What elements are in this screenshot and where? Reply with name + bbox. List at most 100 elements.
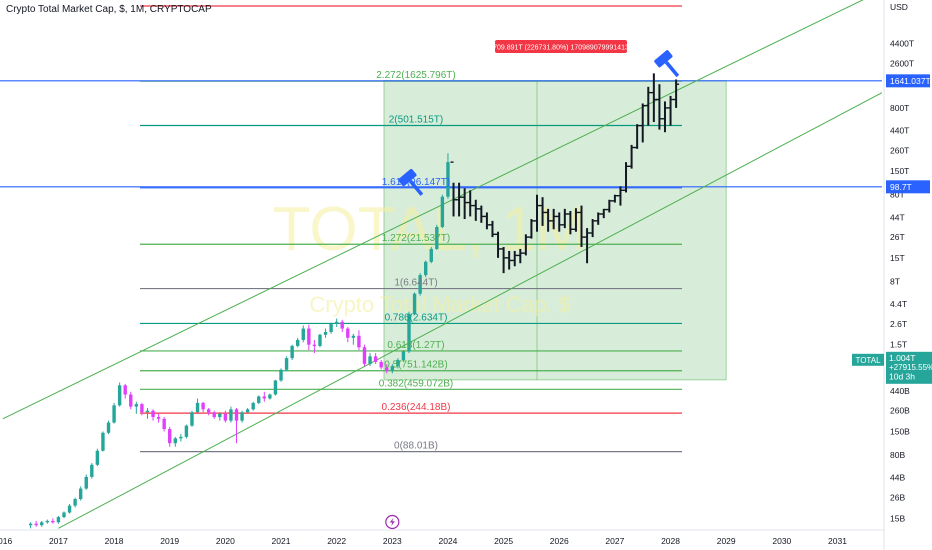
fib-label: 0.786(2.634T)	[385, 312, 448, 323]
hammer-icon	[398, 168, 424, 196]
x-tick-label: 2028	[661, 536, 680, 546]
fib-label: 1.272(21.537T)	[382, 233, 450, 244]
candle-body	[390, 366, 395, 371]
x-tick-label: 2031	[828, 536, 847, 546]
candle-body	[62, 512, 66, 518]
candle-body	[34, 523, 38, 526]
y-tick-label: 2.6T	[890, 319, 907, 329]
x-tick-label: 2019	[160, 536, 179, 546]
symbol-badge-label: TOTAL	[855, 356, 881, 365]
fib-label: 1.618(96.147T)	[382, 177, 450, 188]
candle-body	[95, 450, 100, 465]
y-tick-label: 260B	[890, 406, 910, 416]
candle-body	[362, 347, 367, 364]
candle-body	[56, 517, 61, 523]
x-tick-label: 2027	[605, 536, 624, 546]
x-tick-label: 2029	[717, 536, 736, 546]
candle-body	[240, 412, 244, 421]
candle-body	[290, 345, 294, 359]
candle-body	[379, 361, 383, 368]
y-tick-label: USD	[890, 2, 908, 12]
candle-body	[407, 313, 411, 352]
candle-body	[373, 356, 378, 362]
candle-body	[90, 464, 94, 477]
candle-body	[162, 418, 166, 430]
candle-body	[206, 409, 211, 413]
y-tick-label: 260T	[890, 145, 909, 155]
candle-body	[251, 402, 255, 410]
page-title: Crypto Total Market Cap, $, 1M, CRYPTOCA…	[6, 4, 212, 15]
fib-label: 0.236(244.18B)	[382, 402, 451, 413]
price-line-badge-label: 98.7T	[890, 182, 912, 192]
candle-body	[156, 417, 161, 419]
candle-body	[435, 226, 439, 249]
y-tick-label: 44T	[890, 212, 905, 222]
candle-body	[412, 293, 417, 314]
y-tick-label: 80T	[890, 190, 905, 200]
candle-body	[357, 335, 361, 348]
candle-body	[284, 358, 289, 370]
candle-body	[151, 410, 155, 418]
candle-body	[334, 321, 339, 324]
candle-body	[346, 328, 350, 338]
candle-body	[134, 404, 139, 407]
candle-body	[329, 323, 333, 332]
candle-body	[84, 476, 88, 489]
candle-body	[145, 410, 150, 413]
candle-body	[201, 402, 205, 410]
candle-body	[318, 334, 322, 346]
candle-body	[440, 196, 445, 227]
y-tick-label: 44B	[890, 473, 905, 483]
candle-body	[279, 369, 283, 381]
candle-body	[40, 522, 44, 526]
candle-body	[423, 261, 428, 276]
candle-body	[168, 429, 172, 444]
y-tick-label: 8T	[890, 277, 900, 287]
x-tick-label: 2016	[0, 536, 13, 546]
channel-line	[58, 92, 882, 529]
x-tick-label: 2018	[105, 536, 124, 546]
measure-label-bg	[495, 40, 627, 53]
candle-body	[106, 422, 111, 433]
candle-body	[301, 328, 305, 340]
candle-body	[323, 331, 328, 335]
candle-body	[123, 385, 127, 395]
price-line-badge	[886, 74, 930, 88]
x-tick-label: 2024	[438, 536, 457, 546]
candle-body	[262, 396, 267, 399]
candle-body	[173, 438, 177, 444]
y-tick-label: 440T	[890, 125, 909, 135]
y-tick-label: 26B	[890, 493, 905, 503]
x-tick-label: 2022	[327, 536, 346, 546]
fib-label: 2.272(1625.796T)	[376, 70, 456, 81]
y-tick-label: 4400T	[890, 39, 914, 49]
candle-body	[268, 394, 272, 399]
candle-body	[45, 520, 49, 523]
current-price-badge	[886, 351, 932, 384]
hammer-head	[654, 50, 673, 68]
candle-body	[340, 321, 344, 329]
candle-body	[140, 404, 144, 413]
candle-body	[429, 248, 433, 262]
y-tick-label: 440B	[890, 386, 910, 396]
candle-body	[307, 328, 311, 345]
y-tick-label: 150T	[890, 166, 909, 176]
candle-body	[273, 380, 278, 395]
fib-label: 0.5(751.142B)	[384, 360, 447, 371]
x-tick-label: 2020	[216, 536, 235, 546]
candle-body	[179, 436, 183, 439]
candle-body	[234, 409, 239, 421]
candle-body	[67, 505, 72, 513]
candle-body	[112, 405, 116, 423]
y-tick-label: 80B	[890, 450, 905, 460]
watermark-name: Crypto Total Market Cap, $	[309, 292, 570, 317]
y-tick-label: 26T	[890, 232, 905, 242]
hammer-handle	[408, 179, 424, 196]
candle-body	[312, 344, 317, 346]
y-tick-label: 2600T	[890, 58, 914, 68]
candle-body	[218, 413, 222, 418]
symbol-badge	[852, 353, 884, 366]
x-tick-label: 2025	[494, 536, 513, 546]
